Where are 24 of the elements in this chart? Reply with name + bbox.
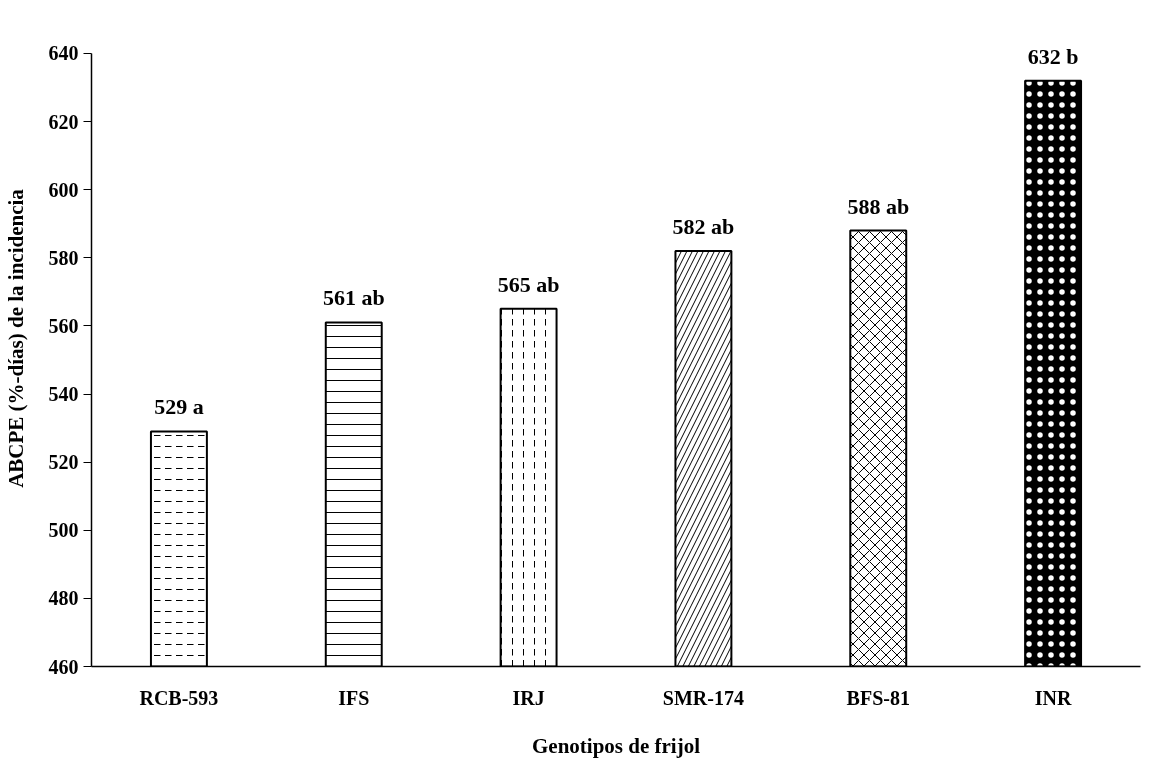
data-label: 529 a bbox=[154, 394, 204, 420]
data-label: 632 b bbox=[1027, 43, 1079, 69]
data-label: 582 ab bbox=[672, 213, 735, 239]
y-tick-label: 620 bbox=[48, 110, 79, 133]
y-tick-label: 560 bbox=[48, 314, 79, 337]
y-tick-label: 540 bbox=[48, 383, 79, 406]
y-axis-title: ABCPE (%-días) de la incidencia bbox=[3, 188, 28, 488]
y-tick-label: 600 bbox=[48, 178, 79, 201]
y-tick-label: 460 bbox=[48, 655, 79, 678]
x-tick-label: IFS bbox=[338, 686, 370, 709]
x-tick-label: RCB-593 bbox=[139, 686, 219, 709]
x-tick-label: IRJ bbox=[512, 686, 545, 709]
x-tick-label: INR bbox=[1034, 686, 1072, 709]
x-axis-title: Genotipos de frijol bbox=[532, 733, 701, 758]
y-tick-label: 520 bbox=[48, 451, 79, 474]
y-tick-label: 480 bbox=[48, 587, 79, 610]
y-tick-label: 580 bbox=[48, 246, 79, 269]
y-tick-label: 500 bbox=[48, 519, 79, 542]
data-label: 565 ab bbox=[497, 271, 560, 297]
x-tick-label: BFS-81 bbox=[846, 686, 910, 709]
y-tick-label: 640 bbox=[48, 42, 79, 65]
data-label: 588 ab bbox=[847, 193, 910, 219]
data-label: 561 ab bbox=[322, 285, 385, 311]
x-tick-label: SMR-174 bbox=[662, 686, 744, 709]
